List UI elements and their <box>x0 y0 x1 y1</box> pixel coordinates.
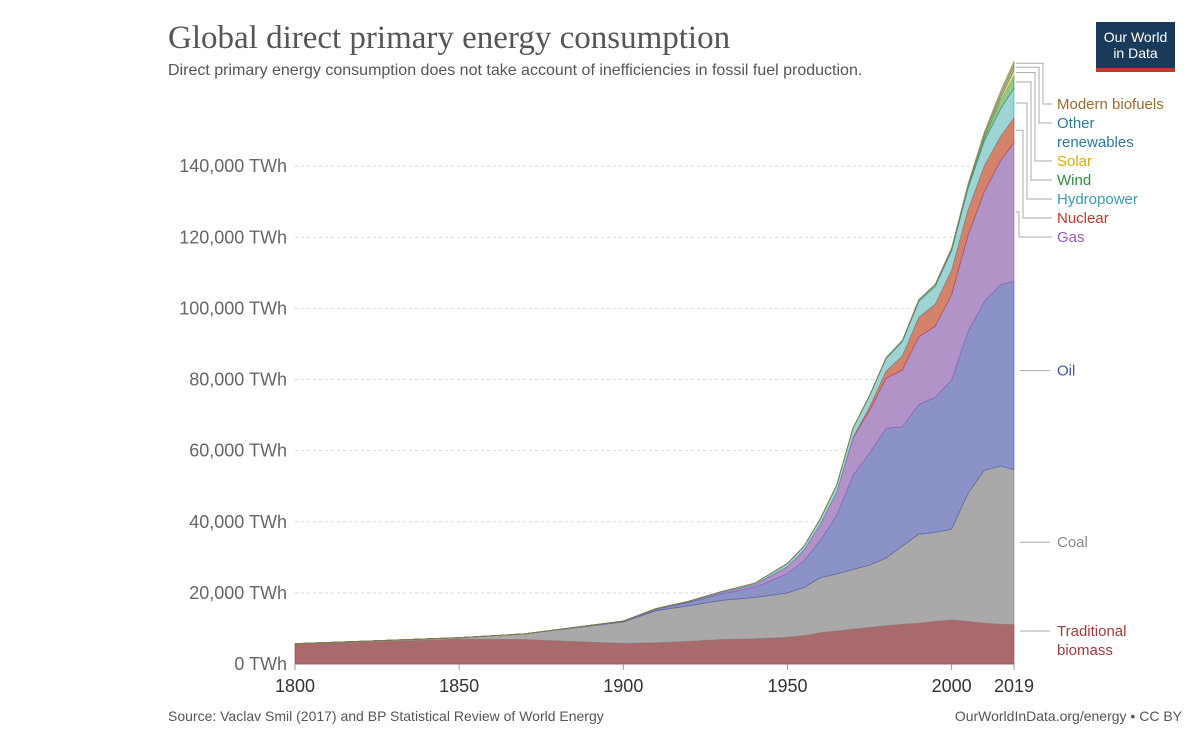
legend-label-nuclear[interactable]: Nuclear <box>1057 210 1109 227</box>
legend-leader-nuclear <box>1016 129 1052 219</box>
x-tick-label: 1900 <box>603 676 643 696</box>
y-tick-label: 80,000 TWh <box>189 370 287 390</box>
x-tick-label: 2019 <box>994 676 1034 696</box>
logo-line-2: in Data <box>1113 45 1158 61</box>
legend-label-traditional-biomass[interactable]: Traditional <box>1057 623 1126 640</box>
legend-label-wind[interactable]: Wind <box>1057 172 1091 189</box>
chart-title: Global direct primary energy consumption <box>168 20 731 56</box>
x-tick-label: 1950 <box>767 676 807 696</box>
legend-label-coal[interactable]: Coal <box>1057 534 1088 551</box>
legend-label-solar[interactable]: Solar <box>1057 153 1092 170</box>
y-tick-label: 100,000 TWh <box>179 298 287 318</box>
owid-logo[interactable]: Our World in Data <box>1096 22 1175 72</box>
stacked-areas <box>294 61 1015 665</box>
legend-leader-gas <box>1016 211 1052 238</box>
y-tick-label: 140,000 TWh <box>179 156 287 176</box>
legend-label-oil[interactable]: Oil <box>1057 363 1075 380</box>
legend-leader-hydropower <box>1016 102 1052 200</box>
x-axis-ticks: 1800 1850 1900 1950 2000 2019 <box>275 664 1034 696</box>
y-tick-label: 60,000 TWh <box>189 441 287 461</box>
x-tick-label: 1800 <box>275 676 315 696</box>
source-note[interactable]: Source: Vaclav Smil (2017) and BP Statis… <box>168 708 604 724</box>
legend-leader-modern-biofuels <box>1016 62 1052 105</box>
legend-leader-other-renewables <box>1016 66 1052 124</box>
legend-label-gas[interactable]: Gas <box>1057 229 1085 246</box>
x-tick-label: 1850 <box>439 676 479 696</box>
legend-leader-wind <box>1016 81 1052 181</box>
legend: Modern biofuels Other renewables Solar Wind H… <box>1016 62 1164 659</box>
legend-label-traditional-biomass[interactable]: biomass <box>1057 642 1113 659</box>
y-tick-label: 0 TWh <box>234 654 287 674</box>
y-axis-ticks: 0 TWh 20,000 TWh 40,000 TWh 60,000 TWh 80,00… <box>179 156 287 674</box>
y-tick-label: 20,000 TWh <box>189 583 287 603</box>
x-tick-label: 2000 <box>932 676 972 696</box>
legend-label-other-renewables[interactable]: renewables <box>1057 134 1134 151</box>
legend-leader-solar <box>1016 72 1052 162</box>
y-tick-label: 40,000 TWh <box>189 512 287 532</box>
chart-subtitle: Direct primary energy consumption does n… <box>168 62 863 79</box>
legend-label-hydropower[interactable]: Hydropower <box>1057 191 1138 208</box>
legend-label-modern-biofuels[interactable]: Modern biofuels <box>1057 96 1164 113</box>
logo-line-1: Our World <box>1103 29 1168 45</box>
y-tick-label: 120,000 TWh <box>179 227 287 247</box>
area-modern-biofuels[interactable] <box>294 61 1015 645</box>
license-note[interactable]: OurWorldInData.org/energy • CC BY <box>954 708 1182 724</box>
legend-label-other-renewables[interactable]: Other <box>1057 115 1095 132</box>
